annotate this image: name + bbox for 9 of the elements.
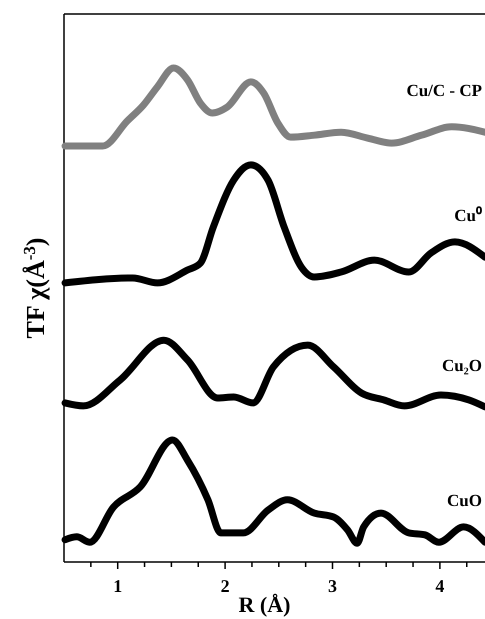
x-tick-label: 4 (435, 576, 444, 596)
series-label: Cu⁰ (454, 206, 482, 226)
series-label: Cu/C - CP (406, 81, 482, 100)
series-label: CuO (447, 491, 482, 510)
series-label: Cu₂O (442, 356, 482, 375)
x-tick-label: 2 (220, 576, 230, 596)
x-tick-label: 3 (328, 576, 337, 596)
x-axis-title: R (Å) (238, 592, 290, 617)
x-tick-label: 1 (113, 576, 122, 596)
